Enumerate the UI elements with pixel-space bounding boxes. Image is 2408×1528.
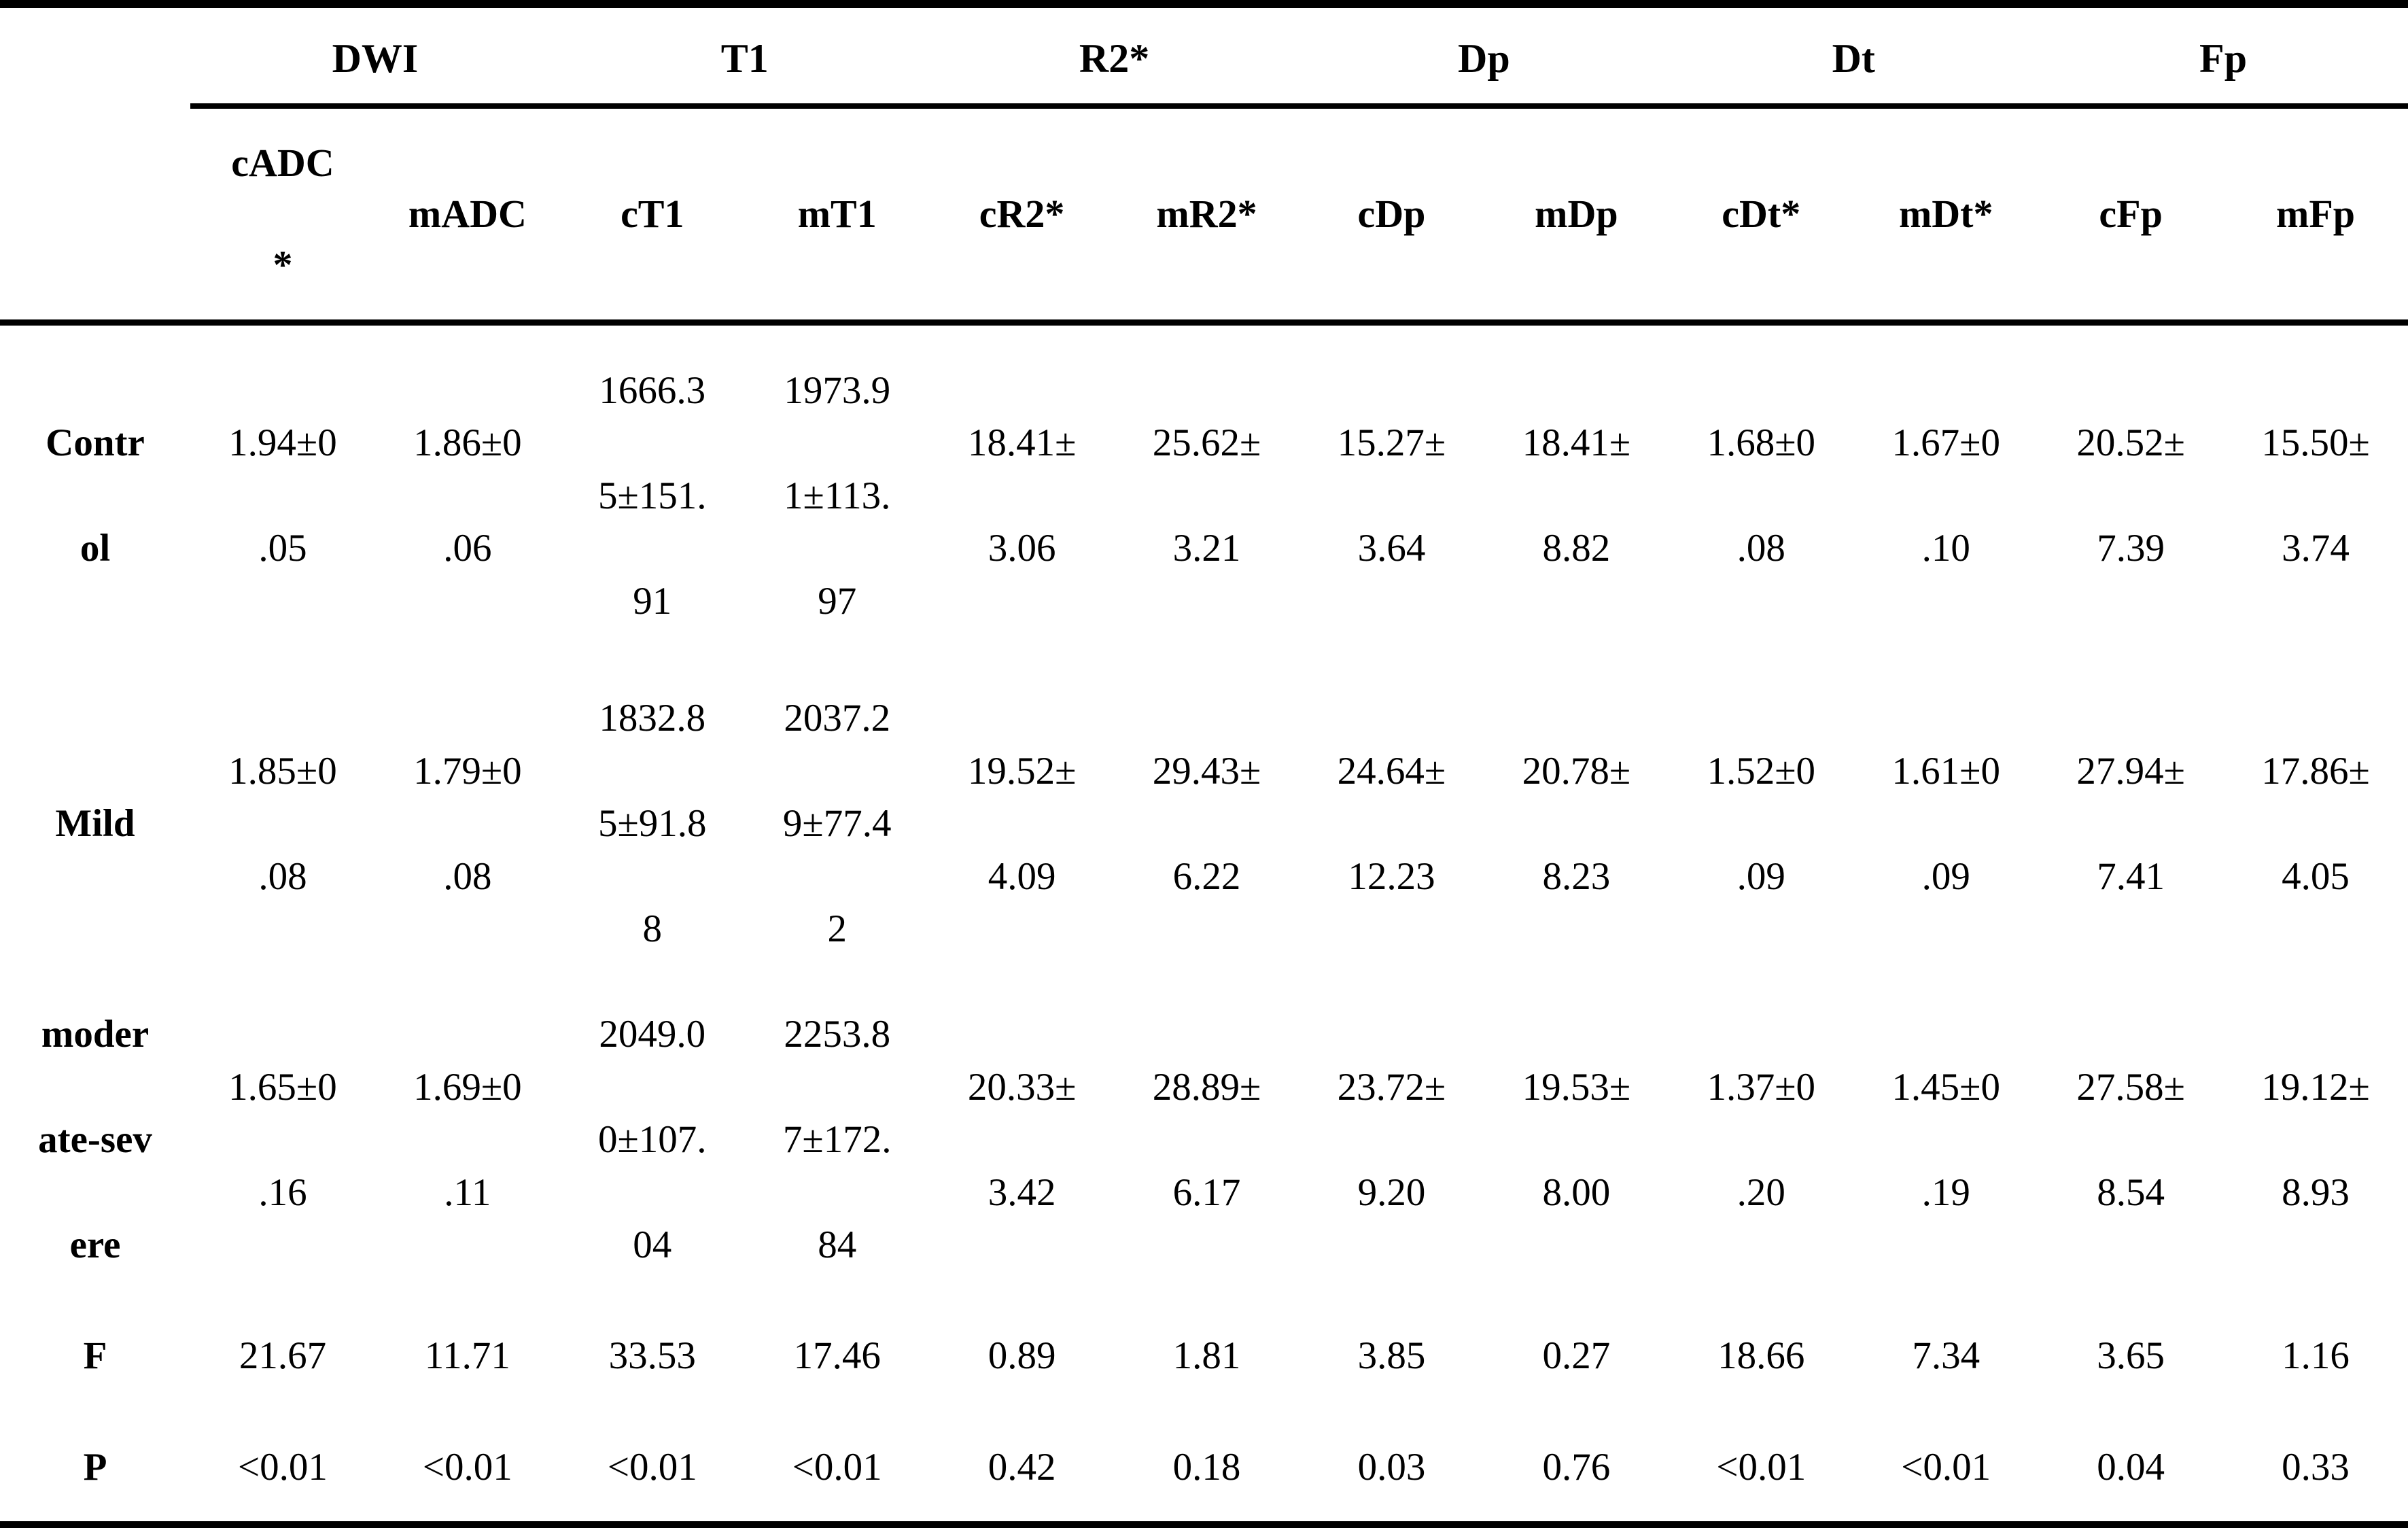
table-cell: 1.16 [2282, 1334, 2350, 1377]
table-cell: 0.76 [1542, 1446, 1611, 1489]
table-cell: 15.50± 3.74 [2261, 421, 2370, 570]
table-row-mild: Mild 1.85±0 .08 1.79±0 .08 1832.8 5±91.8… [0, 665, 2408, 982]
table-cell: 20.33± 3.42 [967, 1065, 1077, 1214]
group-header-dp: Dp [1458, 36, 1510, 81]
column-header-cfp: cFp [2099, 192, 2163, 236]
table-cell: 1.45±0 .19 [1891, 1065, 2000, 1214]
table-cell: 1.86±0 .06 [413, 421, 522, 570]
table-cell: 19.53± 8.00 [1522, 1065, 1631, 1214]
table-cell: <0.01 [607, 1446, 697, 1489]
table-cell: 1.85±0 .08 [228, 749, 337, 898]
group-header-fp: Fp [2199, 36, 2248, 81]
table-cell: 27.58± 8.54 [2076, 1065, 2185, 1214]
table-cell: <0.01 [238, 1446, 328, 1489]
table-cell: 11.71 [424, 1334, 510, 1377]
table-cell: 0.03 [1357, 1446, 1426, 1489]
table-cell: 1.67±0 .10 [1891, 421, 2000, 570]
group-header-t1: T1 [720, 36, 769, 81]
table-cell: 23.72± 9.20 [1337, 1065, 1446, 1214]
table-cell: 0.89 [988, 1334, 1056, 1377]
group-header-r2: R2* [1079, 36, 1150, 81]
column-header-madc: mADC [408, 192, 527, 236]
column-header-cadc: cADC * [231, 141, 334, 287]
table-cell: 18.66 [1717, 1334, 1805, 1377]
table-cell: 21.67 [239, 1334, 327, 1377]
table-cell: 1.69±0 .11 [413, 1065, 522, 1214]
table-bottom-rule [0, 1521, 2408, 1528]
table-row-f-statistic: F 21.67 11.71 33.53 17.46 0.89 1.81 3.85… [0, 1298, 2408, 1413]
row-label: moder ate-sev ere [38, 1013, 152, 1266]
table-cell: 1.68±0 .08 [1707, 421, 1816, 570]
table-cell: 2049.0 0±107. 04 [598, 1013, 707, 1266]
row-label: Mild [55, 802, 135, 845]
table-cell: 33.53 [608, 1334, 696, 1377]
table-cell: <0.01 [422, 1446, 512, 1489]
table-row-control: Contr ol 1.94±0 .05 1.86±0 .06 1666.3 5±… [0, 326, 2408, 665]
column-header-cr2: cR2* [979, 192, 1065, 236]
row-label: F [83, 1334, 107, 1377]
table-cell: 17.46 [793, 1334, 881, 1377]
table-cell: 1666.3 5±151. 91 [598, 368, 707, 623]
table-cell: 29.43± 6.22 [1152, 749, 1261, 898]
table-cell: 1.65±0 .16 [228, 1065, 337, 1214]
column-header-cdt: cDt* [1722, 192, 1801, 236]
table-row-moderate-severe: moder ate-sev ere 1.65±0 .16 1.69±0 .11 … [0, 982, 2408, 1298]
table-cell: <0.01 [1716, 1446, 1807, 1489]
column-header-mdp: mDp [1535, 192, 1618, 236]
table-cell: 1973.9 1±113. 97 [783, 368, 891, 623]
table-cell: 25.62± 3.21 [1152, 421, 1261, 570]
table-top-rule [0, 0, 2408, 8]
table-cell: 1832.8 5±91.8 8 [598, 697, 707, 950]
header-body-divider-rule [0, 319, 2408, 326]
column-header-mt1: mT1 [797, 192, 877, 236]
table-cell: 1.61±0 .09 [1891, 749, 2000, 898]
table-cell: 0.33 [2282, 1446, 2350, 1489]
table-cell: 27.94± 7.41 [2076, 749, 2185, 898]
group-header-dt: Dt [1832, 36, 1875, 81]
table-cell: 20.52± 7.39 [2076, 421, 2185, 570]
table-cell: 0.04 [2097, 1446, 2165, 1489]
table-row-p-value: P <0.01 <0.01 <0.01 <0.01 0.42 0.18 0.03… [0, 1413, 2408, 1521]
table-cell: 1.94±0 .05 [228, 421, 337, 570]
table-cell: 28.89± 6.17 [1152, 1065, 1261, 1214]
table-cell: <0.01 [792, 1446, 882, 1489]
table-cell: 18.41± 3.06 [967, 421, 1077, 570]
row-label: P [83, 1446, 107, 1489]
table-cell: 19.52± 4.09 [967, 749, 1077, 898]
group-header-row: DWI T1 R2* Dp Dt Fp [0, 8, 2408, 109]
table-cell: 15.27± 3.64 [1337, 421, 1446, 570]
table-cell: 1.37±0 .20 [1707, 1065, 1816, 1214]
table-cell: 0.27 [1542, 1334, 1611, 1377]
table-cell: 18.41± 8.82 [1522, 421, 1631, 570]
table-cell: 3.85 [1357, 1334, 1426, 1377]
table-cell: 0.42 [988, 1446, 1056, 1489]
column-header-mr2: mR2* [1156, 192, 1257, 236]
column-header-mdt: mDt* [1898, 192, 1993, 236]
table-cell: 17.86± 4.05 [2261, 749, 2370, 898]
table-cell: 3.65 [2097, 1334, 2165, 1377]
column-header-cdp: cDp [1357, 192, 1426, 236]
table-cell: 19.12± 8.93 [2261, 1065, 2370, 1214]
table-cell: 2037.2 9±77.4 2 [782, 697, 892, 950]
table-cell: 24.64± 12.23 [1337, 749, 1446, 898]
table-cell: 20.78± 8.23 [1522, 749, 1631, 898]
row-label: Contr ol [46, 421, 145, 570]
table-cell: 7.34 [1912, 1334, 1981, 1377]
table-cell: 1.79±0 .08 [413, 749, 522, 898]
column-header-mfp: mFp [2276, 192, 2356, 236]
table-cell: <0.01 [1901, 1446, 1991, 1489]
group-header-spanner-rule [190, 103, 2408, 109]
column-header-ct1: cT1 [621, 192, 684, 236]
column-header-row: cADC * mADC cT1 mT1 cR2* mR2* cDp mDp cD… [0, 109, 2408, 319]
table-cell: 2253.8 7±172. 84 [782, 1013, 892, 1266]
table-cell: 1.52±0 .09 [1707, 749, 1816, 898]
table-cell: 1.81 [1172, 1334, 1241, 1377]
table-cell: 0.18 [1172, 1446, 1241, 1489]
group-header-dwi: DWI [332, 36, 419, 81]
